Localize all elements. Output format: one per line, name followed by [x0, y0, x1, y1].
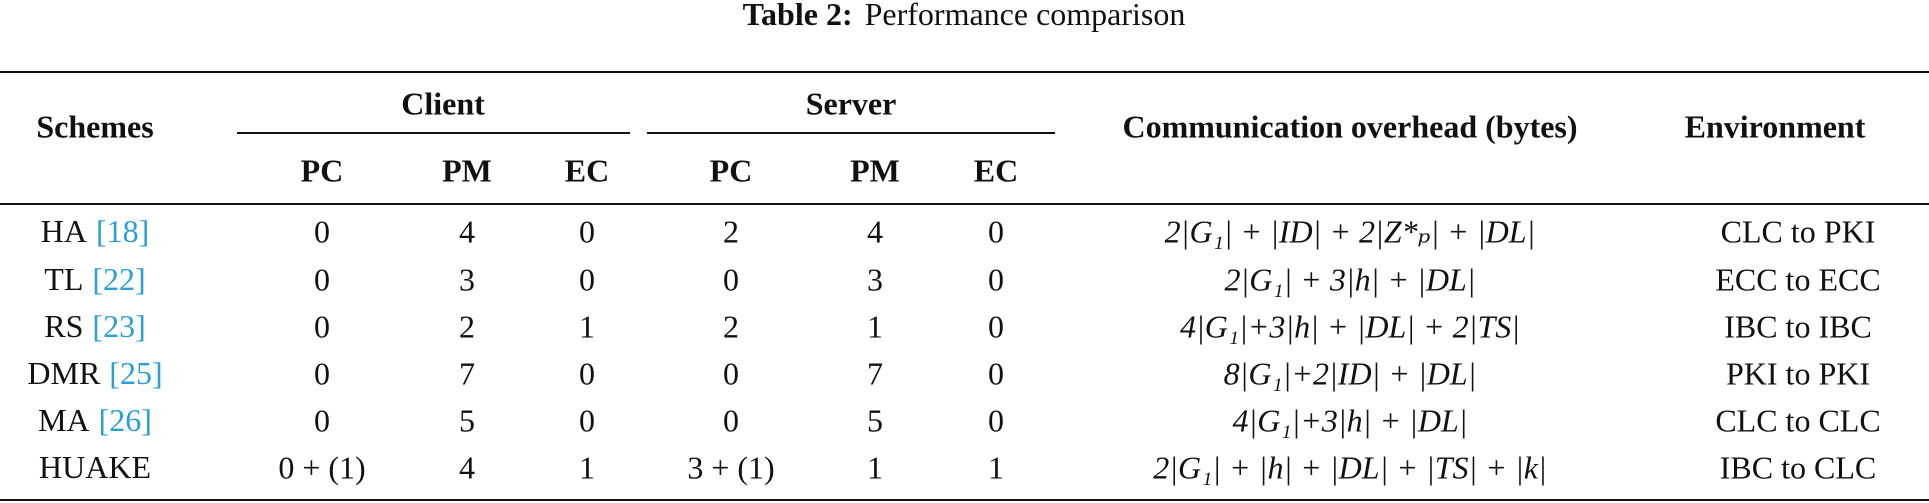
- scheme-name: RS: [44, 308, 83, 344]
- client-cell: 3: [459, 261, 475, 297]
- scheme-cell: RS [23]: [44, 308, 145, 344]
- header-client: Client: [401, 85, 485, 121]
- sub-header: PC: [301, 152, 344, 188]
- client-cell: 0: [314, 213, 330, 249]
- server-cell: 3 + (1): [687, 449, 774, 485]
- client-cell: 1: [579, 449, 595, 485]
- sub-header: EC: [565, 152, 609, 188]
- scheme-ref: [18]: [96, 213, 149, 249]
- server-cell: 0: [988, 213, 1004, 249]
- client-cell: 4: [459, 213, 475, 249]
- overhead-cell: 4|G₁|+3|h| + |DL|: [1232, 402, 1467, 438]
- overhead-cell: 2|G₁| + |h| + |DL| + |TS| + |k|: [1153, 449, 1546, 485]
- header-server: Server: [806, 85, 897, 121]
- sub-header: PC: [710, 152, 753, 188]
- scheme-ref: [22]: [92, 261, 145, 297]
- client-cell: 0: [579, 261, 595, 297]
- overhead-cell: 8|G₁|+2|ID| + |DL|: [1224, 355, 1477, 391]
- scheme-cell: TL [22]: [44, 261, 145, 297]
- header-environment: Environment: [1685, 108, 1866, 144]
- scheme-name: DMR: [27, 355, 101, 391]
- environment-cell: CLC to CLC: [1715, 402, 1880, 438]
- scheme-ref: [23]: [92, 308, 145, 344]
- server-cell: 0: [988, 402, 1004, 438]
- client-cell: 0: [579, 402, 595, 438]
- scheme-cell: MA [26]: [38, 402, 152, 438]
- server-cell: 4: [867, 213, 883, 249]
- client-cell: 0: [314, 308, 330, 344]
- overhead-cell: 2|G₁| + 3|h| + |DL|: [1224, 261, 1475, 297]
- environment-cell: IBC to IBC: [1724, 308, 1872, 344]
- server-cell: 3: [867, 261, 883, 297]
- environment-cell: PKI to PKI: [1726, 355, 1870, 391]
- server-cell: 7: [867, 355, 883, 391]
- client-cell: 5: [459, 402, 475, 438]
- client-cell: 0: [579, 355, 595, 391]
- caption-text: Performance comparison: [865, 0, 1186, 32]
- client-cell: 2: [459, 308, 475, 344]
- environment-cell: CLC to PKI: [1721, 213, 1876, 249]
- server-cell: 2: [723, 308, 739, 344]
- client-cell: 4: [459, 449, 475, 485]
- scheme-ref: [25]: [109, 355, 162, 391]
- scheme-cell: DMR [25]: [27, 355, 162, 391]
- header-overhead: Communication overhead (bytes): [1122, 108, 1577, 144]
- caption-label: Table 2:: [743, 0, 853, 32]
- scheme-ref: [26]: [99, 402, 152, 438]
- client-cell: 0: [314, 261, 330, 297]
- server-cell: 5: [867, 402, 883, 438]
- scheme-cell: HUAKE: [39, 449, 151, 485]
- environment-cell: IBC to CLC: [1720, 449, 1876, 485]
- server-cell: 0: [988, 308, 1004, 344]
- scheme-name: HUAKE: [39, 449, 151, 485]
- overhead-cell: 2|G₁| + |ID| + 2|Z*ₚ| + |DL|: [1165, 213, 1536, 249]
- scheme-name: TL: [44, 261, 83, 297]
- server-cell: 0: [723, 402, 739, 438]
- sub-header: PM: [850, 152, 900, 188]
- server-cell: 0: [988, 355, 1004, 391]
- server-cell: 1: [867, 449, 883, 485]
- scheme-name: MA: [38, 402, 90, 438]
- server-cell: 0: [988, 261, 1004, 297]
- server-cell: 1: [867, 308, 883, 344]
- header-schemes: Schemes: [36, 108, 153, 144]
- overhead-cell: 4|G₁|+3|h| + |DL| + 2|TS|: [1180, 308, 1520, 344]
- client-cell: 1: [579, 308, 595, 344]
- client-cell: 7: [459, 355, 475, 391]
- sub-header: PM: [442, 152, 492, 188]
- client-cell: 0: [314, 402, 330, 438]
- client-cell: 0 + (1): [278, 449, 365, 485]
- environment-cell: ECC to ECC: [1715, 261, 1880, 297]
- scheme-cell: HA [18]: [41, 213, 150, 249]
- client-cell: 0: [579, 213, 595, 249]
- server-cell: 1: [988, 449, 1004, 485]
- scheme-name: HA: [41, 213, 87, 249]
- sub-header: EC: [974, 152, 1018, 188]
- server-cell: 0: [723, 261, 739, 297]
- server-cell: 2: [723, 213, 739, 249]
- server-cell: 0: [723, 355, 739, 391]
- caption: Table 2: Performance comparison: [743, 0, 1186, 32]
- client-cell: 0: [314, 355, 330, 391]
